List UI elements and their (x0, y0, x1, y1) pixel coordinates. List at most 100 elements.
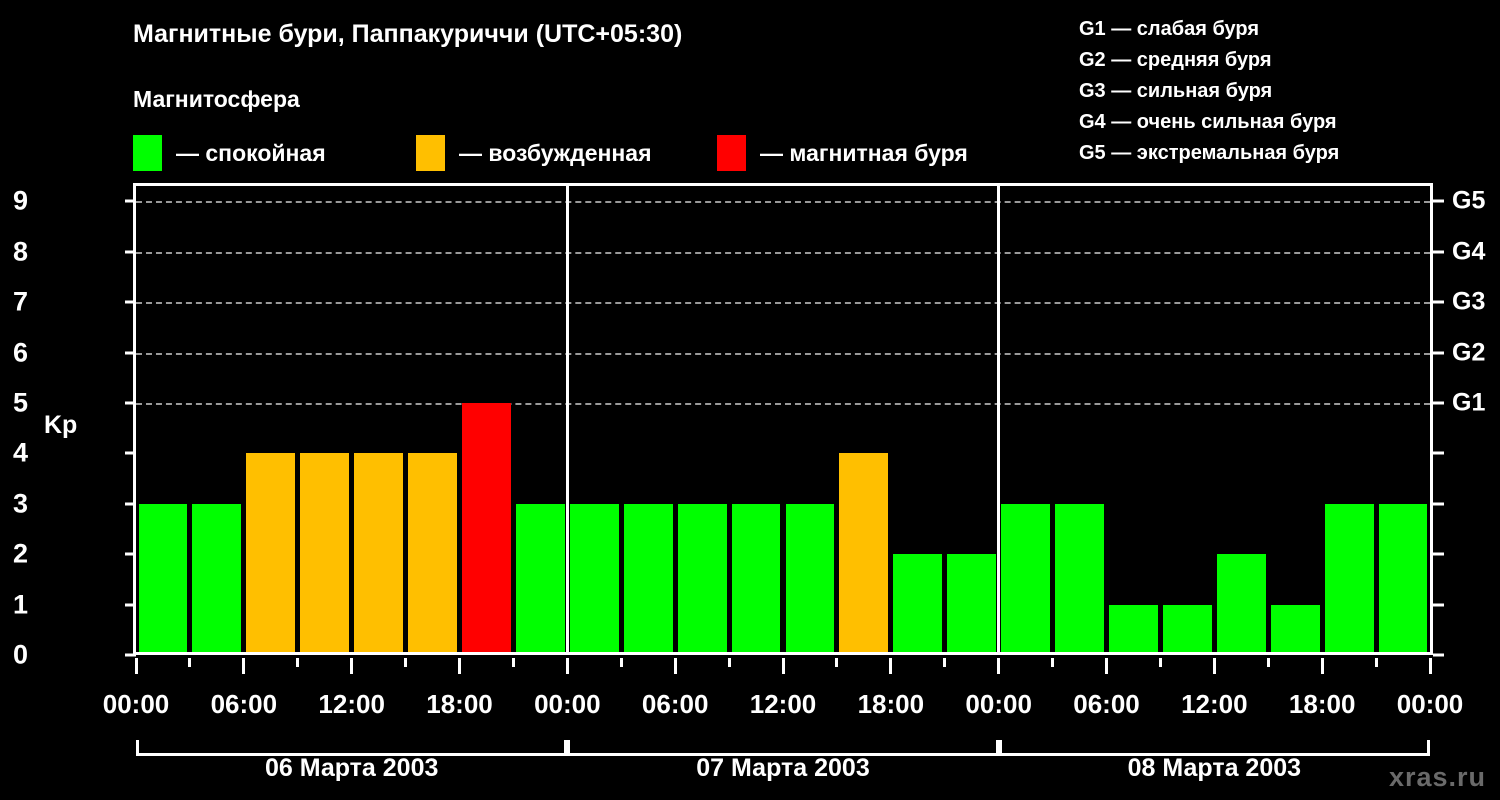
legend-item-storm: — магнитная буря (717, 133, 968, 173)
y-axis-title: Kp (44, 411, 78, 439)
x-tick-label-12: 00:00 (1396, 689, 1464, 719)
bar-day2-slot4 (731, 503, 781, 652)
g-minor-tick-2 (1433, 552, 1444, 556)
bar-day2-slot5 (785, 503, 835, 652)
legend-swatch-calm-icon (133, 135, 162, 171)
bar-day1-slot5 (354, 453, 404, 652)
y-tick-3 (125, 502, 136, 506)
bar-day3-slot2 (1055, 503, 1104, 652)
kp-bar-chart (133, 183, 1433, 655)
x-tick-6 (458, 658, 461, 674)
bar-day1-slot7 (462, 403, 511, 652)
x-tick-18 (1105, 658, 1108, 674)
x-tick-23 (1374, 658, 1378, 667)
y-tick-label-8: 8 (12, 236, 28, 267)
y-tick-label-6: 6 (12, 337, 28, 368)
legend-swatch-excited-icon (416, 135, 445, 171)
y-tick-label-4: 4 (12, 437, 28, 468)
bar-day3-slot8 (1378, 503, 1428, 652)
g-scale-row-2: G2 — средняя буря (1079, 49, 1272, 71)
x-tick-21 (1266, 658, 1270, 667)
g-scale-row-3: G3 — сильная буря (1079, 80, 1273, 102)
legend-label-storm: — магнитная буря (760, 139, 968, 166)
x-tick-5 (404, 658, 408, 667)
x-tick-label-4: 00:00 (534, 689, 601, 719)
x-tick-3 (296, 658, 300, 667)
bar-day1-slot4 (300, 453, 350, 652)
bar-day3-slot5 (1216, 554, 1266, 652)
plot-inner (136, 186, 1430, 652)
gridline-kp-7 (136, 302, 1430, 305)
g-scale-row-5: G5 — экстремальная буря (1079, 142, 1340, 164)
y-tick-8 (125, 250, 136, 254)
g-scale-legend: G1 — слабая буря G2 — средняя буря G3 — си… (1079, 14, 1339, 169)
day-label-2: 07 Марта 2003 (696, 754, 870, 782)
x-tick-10 (673, 658, 677, 674)
y-tick-label-9: 9 (12, 185, 28, 216)
bar-day2-slot6 (839, 453, 889, 652)
g-tick-G3 (1433, 300, 1444, 304)
x-tick-label-6: 12:00 (749, 689, 817, 719)
y-tick-6 (125, 351, 136, 355)
x-tick-1 (188, 658, 192, 667)
x-tick-label-5: 06:00 (641, 689, 709, 719)
x-tick-2 (242, 658, 246, 674)
y-tick-9 (125, 199, 136, 203)
y-tick-1 (125, 603, 136, 607)
x-tick-label-2: 12:00 (318, 689, 385, 719)
x-tick-label-8: 00:00 (965, 689, 1032, 719)
page-title: Магнитные бури, Паппакуриччи (UTC+05:30) (133, 20, 683, 48)
y-tick-2 (125, 552, 136, 556)
y-tick-4 (125, 451, 136, 455)
x-tick-label-9: 06:00 (1073, 689, 1140, 719)
x-tick-13 (835, 658, 839, 667)
bar-day2-slot8 (947, 554, 997, 652)
day-bracket-3 (998, 740, 1430, 756)
legend-label-calm: — спокойная (176, 139, 326, 166)
bar-day3-slot1 (1001, 503, 1051, 652)
bar-day1-slot3 (246, 453, 296, 652)
legend-label-excited: — возбужденная (459, 139, 652, 166)
bar-day1-slot1 (138, 503, 188, 652)
bar-day2-slot3 (677, 503, 727, 652)
g-minor-tick-1 (1433, 603, 1444, 607)
bar-day2-slot7 (893, 554, 943, 652)
g-label-G5: G5 (1452, 186, 1486, 215)
x-tick-0 (134, 658, 138, 674)
gridline-kp-6 (136, 352, 1430, 355)
x-tick-label-1: 06:00 (210, 689, 278, 719)
x-tick-14 (889, 658, 893, 674)
bar-day1-slot8 (515, 503, 565, 652)
day-bracket-1 (136, 740, 568, 756)
watermark: xras.ru (1388, 762, 1486, 792)
g-label-G3: G3 (1452, 287, 1486, 316)
g-minor-tick-3 (1433, 502, 1444, 506)
gridline-kp-5 (136, 403, 1430, 405)
y-tick-label-1: 1 (12, 589, 28, 620)
day-label-3: 08 Марта 2003 (1127, 754, 1302, 782)
x-tick-16 (997, 658, 1001, 674)
x-tick-15 (943, 658, 947, 667)
y-tick-5 (125, 401, 136, 405)
x-tick-11 (727, 658, 731, 667)
bar-day3-slot4 (1162, 604, 1212, 652)
x-tick-7 (511, 658, 515, 667)
bar-day3-slot7 (1324, 503, 1374, 652)
y-tick-0 (125, 653, 136, 657)
g-tick-G5 (1433, 199, 1444, 203)
day-separator-1 (565, 186, 569, 652)
legend-item-calm: — спокойная (133, 133, 326, 173)
bar-day3-slot6 (1270, 604, 1320, 652)
y-tick-7 (125, 300, 136, 304)
x-tick-9 (619, 658, 623, 667)
bar-day3-slot3 (1109, 604, 1158, 652)
g-tick-G1 (1433, 401, 1444, 405)
bar-day1-slot2 (192, 503, 242, 652)
y-tick-label-2: 2 (12, 538, 28, 569)
y-tick-label-3: 3 (12, 488, 28, 519)
legend-swatch-storm-icon (717, 135, 746, 171)
g-label-G2: G2 (1452, 338, 1486, 367)
g-label-G4: G4 (1452, 237, 1486, 266)
bar-day2-slot1 (569, 503, 619, 652)
y-tick-label-5: 5 (12, 387, 28, 418)
